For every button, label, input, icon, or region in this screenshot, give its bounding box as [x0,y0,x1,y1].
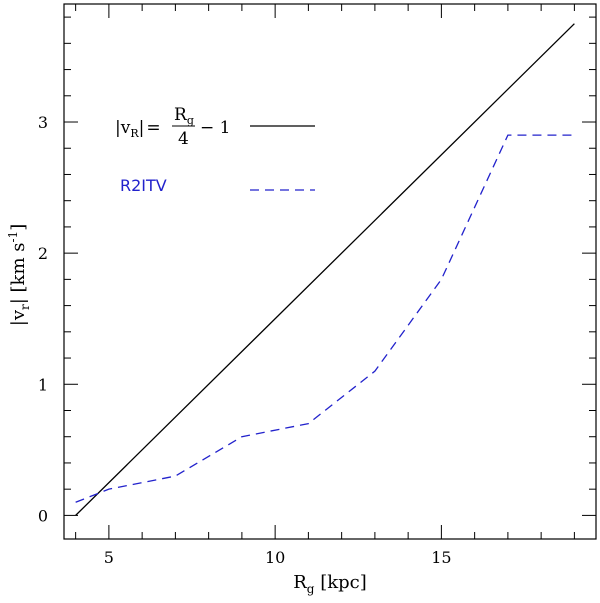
plot-frame [63,3,597,540]
y-axis-title: |vr| [km s-1] [6,224,32,326]
legend-formula-lhs: |vR| = [115,118,161,140]
y-tick-label: 3 [38,113,48,132]
y-tick-label: 0 [38,506,48,525]
axis-tick-labels: 5 10 15 0 1 2 3 [38,113,452,567]
legend-solid-entry: |vR| = Rg 4 − 1 [115,105,315,149]
axis-ticks [64,4,596,539]
legend-formula-numerator: Rg [174,105,194,127]
legend-formula-denominator: 4 [178,129,189,149]
legend-dashed-label: R2ITV [120,176,167,195]
x-tick-label: 10 [265,548,285,567]
x-tick-label: 15 [431,548,451,567]
legend-formula-tail: − 1 [200,118,230,138]
y-tick-label: 1 [38,375,48,394]
y-tick-label: 2 [38,244,48,263]
x-axis-title: Rg [kpc] [293,572,367,596]
series-layer [75,23,575,516]
series-line-formula [75,23,575,516]
series-line-r2itv [75,134,575,503]
legend-dashed-entry: R2ITV [120,176,315,195]
x-tick-label: 5 [104,548,114,567]
